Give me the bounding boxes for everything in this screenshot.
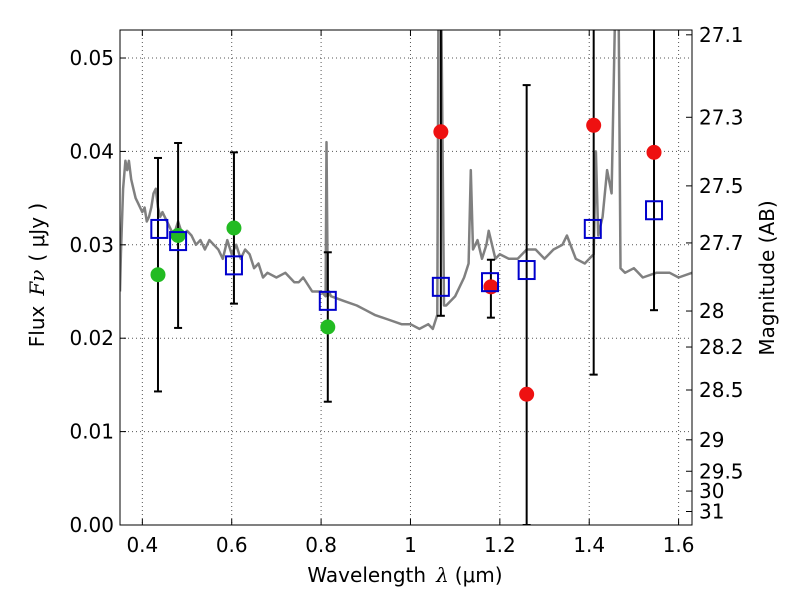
model-spectrum-line <box>120 30 692 331</box>
synthetic-photometry-square <box>517 260 536 281</box>
y2-axis-label: Magnitude (AB) <box>755 200 779 355</box>
synthetic-photometry-square <box>645 200 664 221</box>
synthetic-photometry-square <box>224 255 243 276</box>
hst-data-point <box>646 144 662 160</box>
synthetic-photometry-square <box>150 218 169 239</box>
hst-data-point <box>519 386 535 402</box>
y2-tick-label: 28.5 <box>699 378 744 402</box>
y-tick-label: 0.02 <box>69 326 114 350</box>
y2-tick-label: 28.2 <box>699 335 744 359</box>
y-tick-label: 0.05 <box>69 46 114 70</box>
y-tick-label: 0.04 <box>69 139 114 163</box>
hst-data-point <box>586 117 602 133</box>
plot-area <box>120 30 692 525</box>
ground-data-point <box>226 220 242 236</box>
y2-tick-label: 30 <box>699 479 724 503</box>
x-tick-label: 1.4 <box>573 533 605 557</box>
y2-tick-label: 27.1 <box>699 23 744 47</box>
y-tick-label: 0.01 <box>69 420 114 444</box>
y2-tick-label: 27.7 <box>699 231 744 255</box>
ground-data-point <box>320 319 336 335</box>
y2-tick-label: 28 <box>699 299 724 323</box>
x-tick-label: 1 <box>404 533 417 557</box>
x-tick-label: 0.4 <box>126 533 158 557</box>
x-tick-label: 1.6 <box>663 533 695 557</box>
x-tick-label: 0.8 <box>305 533 337 557</box>
y2-tick-label: 27.3 <box>699 105 744 129</box>
y2-tick-label: 29 <box>699 428 724 452</box>
y2-tick-label: 29.5 <box>699 459 744 483</box>
synthetic-photometry-square <box>169 231 188 252</box>
synthetic-photometry-square <box>481 272 500 293</box>
synthetic-photometry-square <box>431 276 450 297</box>
y-axis-label: FluxFν( μJy ) <box>25 203 49 347</box>
y-tick-label: 0.00 <box>69 513 114 537</box>
x-tick-label: 1.2 <box>484 533 516 557</box>
ground-data-point <box>170 227 186 243</box>
y2-tick-label: 31 <box>699 499 724 523</box>
x-axis-label: Wavelength λ (μm) <box>307 563 502 587</box>
hst-data-point <box>433 124 449 140</box>
x-tick-label: 0.6 <box>216 533 248 557</box>
y2-tick-label: 27.5 <box>699 174 744 198</box>
ground-data-point <box>150 267 166 283</box>
axes-frame <box>119 29 693 526</box>
y-tick-label: 0.03 <box>69 233 114 257</box>
synthetic-photometry-square <box>583 218 602 239</box>
axis-ticks: 0.4 0.6 0.8 1 1.2 1.4 1.6 0.00 0.01 0.02 0.03 0.04 0… <box>69 23 743 557</box>
synthetic-photometry-square <box>318 290 337 311</box>
